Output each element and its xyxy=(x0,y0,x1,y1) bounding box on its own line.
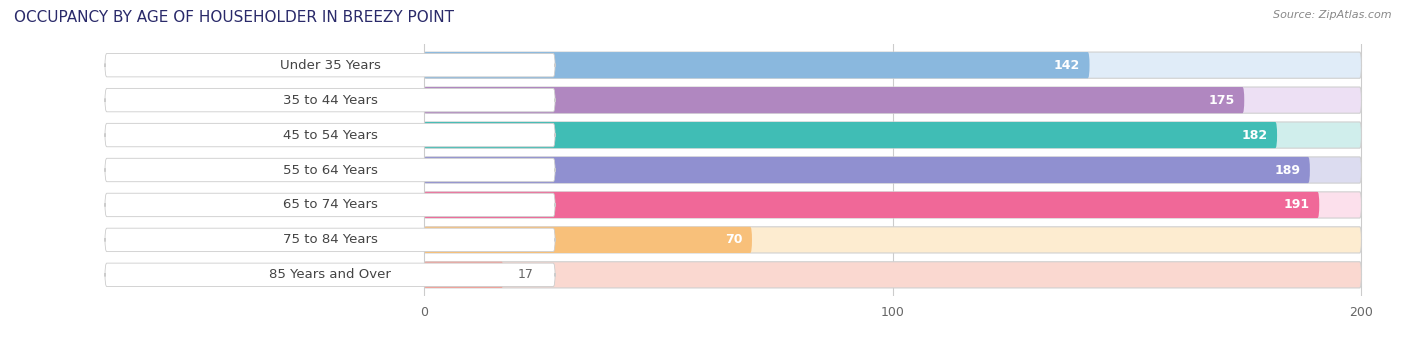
FancyBboxPatch shape xyxy=(105,53,555,77)
Text: Under 35 Years: Under 35 Years xyxy=(280,59,381,72)
FancyBboxPatch shape xyxy=(423,157,1361,183)
FancyBboxPatch shape xyxy=(423,122,1277,148)
FancyBboxPatch shape xyxy=(423,52,1090,78)
FancyBboxPatch shape xyxy=(423,227,1361,253)
Text: 142: 142 xyxy=(1054,59,1080,72)
FancyBboxPatch shape xyxy=(105,158,555,182)
FancyBboxPatch shape xyxy=(423,227,752,253)
Text: 175: 175 xyxy=(1209,94,1234,107)
Text: 55 to 64 Years: 55 to 64 Years xyxy=(283,164,377,176)
FancyBboxPatch shape xyxy=(105,123,555,147)
FancyBboxPatch shape xyxy=(423,87,1244,113)
Text: OCCUPANCY BY AGE OF HOUSEHOLDER IN BREEZY POINT: OCCUPANCY BY AGE OF HOUSEHOLDER IN BREEZ… xyxy=(14,10,454,25)
FancyBboxPatch shape xyxy=(423,262,1361,288)
Text: 70: 70 xyxy=(725,233,742,246)
FancyBboxPatch shape xyxy=(105,193,555,217)
Text: 45 to 54 Years: 45 to 54 Years xyxy=(283,129,377,141)
FancyBboxPatch shape xyxy=(423,87,1361,113)
Text: Source: ZipAtlas.com: Source: ZipAtlas.com xyxy=(1274,10,1392,20)
FancyBboxPatch shape xyxy=(423,157,1310,183)
FancyBboxPatch shape xyxy=(105,88,555,112)
Text: 75 to 84 Years: 75 to 84 Years xyxy=(283,233,377,246)
FancyBboxPatch shape xyxy=(423,262,503,288)
FancyBboxPatch shape xyxy=(423,192,1319,218)
FancyBboxPatch shape xyxy=(423,52,1361,78)
Text: 182: 182 xyxy=(1241,129,1268,141)
Text: 35 to 44 Years: 35 to 44 Years xyxy=(283,94,377,107)
Text: 85 Years and Over: 85 Years and Over xyxy=(269,268,391,281)
FancyBboxPatch shape xyxy=(105,263,555,287)
Text: 17: 17 xyxy=(517,268,533,281)
Text: 191: 191 xyxy=(1284,199,1310,211)
FancyBboxPatch shape xyxy=(423,192,1361,218)
FancyBboxPatch shape xyxy=(423,122,1361,148)
Text: 189: 189 xyxy=(1274,164,1301,176)
FancyBboxPatch shape xyxy=(105,228,555,252)
Text: 65 to 74 Years: 65 to 74 Years xyxy=(283,199,377,211)
